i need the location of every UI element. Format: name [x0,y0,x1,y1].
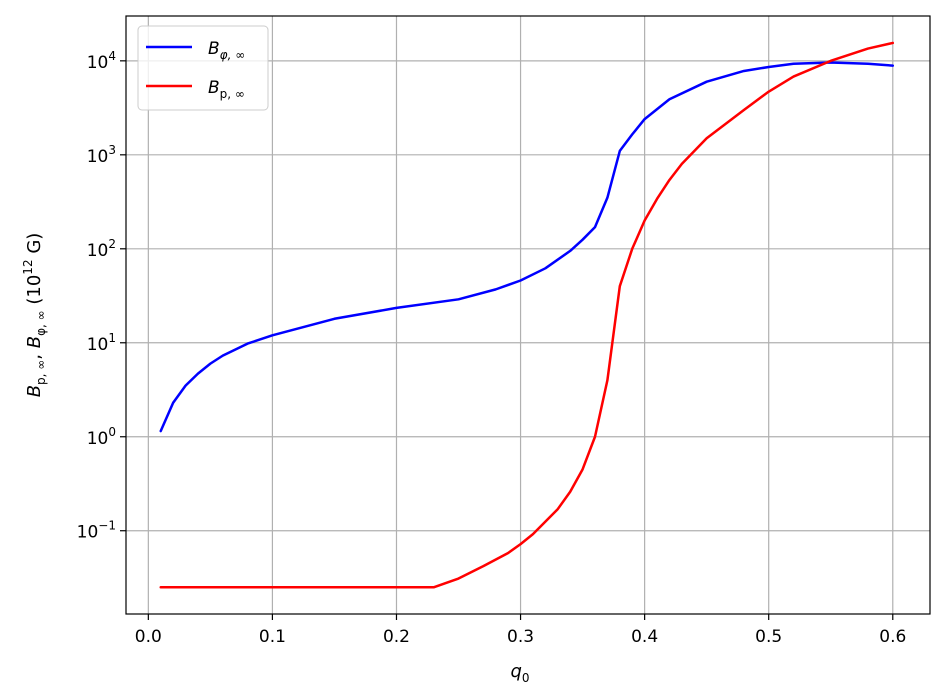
legend-label-b-p: Bp, ∞ [208,78,245,101]
y-tick-label: 104 [87,49,116,73]
y-tick-label: 103 [87,143,116,167]
series-layer [159,41,895,589]
x-axis-label: q0 [510,661,529,685]
y-axis: 10−1 100 101 102 103 104 [77,49,126,543]
x-axis: 0.0 0.1 0.2 0.3 0.4 0.5 0.6 [135,614,906,647]
y-tick-label: 10−1 [77,519,116,543]
grid [126,16,930,614]
x-tick-label: 0.1 [259,627,286,647]
series-line-b-p [159,41,895,589]
legend-box [137,25,269,111]
y-tick-label: 100 [87,425,116,449]
plot-frame [125,15,931,615]
legend: Bφ, ∞ Bp, ∞ [137,25,269,111]
x-tick-label: 0.3 [507,627,534,647]
x-tick-label: 0.0 [135,627,162,647]
legend-label-b-phi: Bφ, ∞ [208,39,245,62]
y-tick-label: 101 [87,331,116,355]
y-tick-label: 102 [87,237,116,261]
x-tick-label: 0.4 [631,627,658,647]
x-tick-label: 0.2 [383,627,410,647]
series-line-b-phi [159,61,895,433]
y-axis-label: Bp, ∞, Bφ, ∞ (1012 G) [21,233,48,398]
x-tick-label: 0.5 [755,627,782,647]
x-tick-label: 0.6 [879,627,906,647]
